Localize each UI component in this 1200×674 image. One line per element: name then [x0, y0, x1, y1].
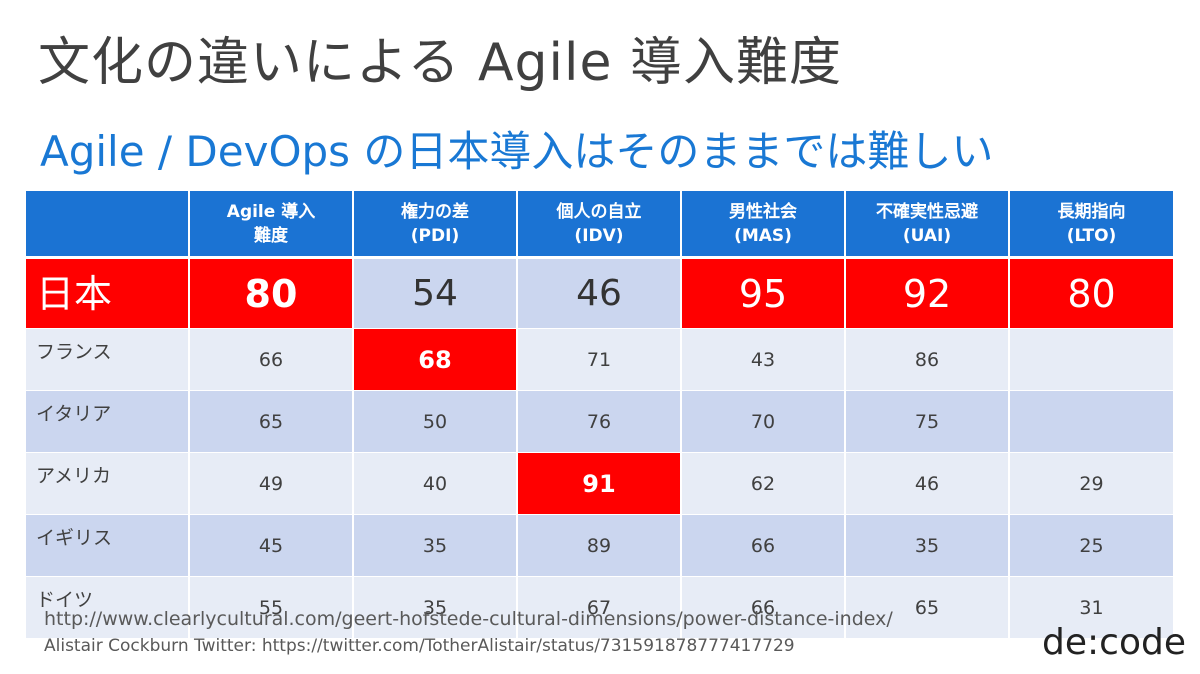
value-cell: 91: [517, 452, 682, 515]
value-cell: 46: [517, 257, 682, 329]
header-idv: 個人の自立 (IDV): [517, 191, 682, 259]
country-cell: アメリカ: [26, 452, 190, 515]
country-cell: イギリス: [26, 514, 190, 577]
header-mas: 男性社会 (MAS): [681, 191, 846, 259]
brand-logo: de:code: [1042, 622, 1186, 663]
value-cell: 80: [189, 257, 354, 329]
table-row-germany: ドイツ 55 35 67 66 65 31: [26, 576, 1173, 639]
value-cell: 89: [517, 514, 682, 577]
value-cell: 66: [681, 514, 846, 577]
value-cell: 76: [517, 390, 682, 453]
header-pdi: 権力の差 (PDI): [353, 191, 518, 259]
source-url[interactable]: http://www.clearlycultural.com/geert-hof…: [44, 608, 893, 630]
country-cell: イタリア: [26, 390, 190, 453]
value-cell: 71: [517, 328, 682, 391]
value-cell: 65: [845, 576, 1010, 639]
value-cell: 40: [353, 452, 518, 515]
value-cell: 54: [353, 257, 518, 329]
value-cell: 80: [1009, 257, 1173, 329]
value-cell: 25: [1009, 514, 1173, 577]
value-cell: 49: [189, 452, 354, 515]
value-cell: 62: [681, 452, 846, 515]
value-cell: 65: [189, 390, 354, 453]
table-row-uk: イギリス 45 35 89 66 35 25: [26, 514, 1173, 577]
value-cell: 68: [353, 328, 518, 391]
country-cell: 日本: [26, 257, 190, 329]
country-cell: ドイツ: [26, 576, 190, 639]
value-cell: 70: [681, 390, 846, 453]
header-uai: 不確実性忌避 (UAI): [845, 191, 1010, 259]
value-cell: 35: [353, 576, 518, 639]
value-cell: 75: [845, 390, 1010, 453]
value-cell: [1009, 390, 1173, 453]
value-cell: 35: [353, 514, 518, 577]
table-row-italy: イタリア 65 50 76 70 75: [26, 390, 1173, 453]
table-row-france: フランス 66 68 71 43 86: [26, 328, 1173, 391]
value-cell: 50: [353, 390, 518, 453]
value-cell: 92: [845, 257, 1010, 329]
value-cell: 66: [681, 576, 846, 639]
country-cell: フランス: [26, 328, 190, 391]
value-cell: 95: [681, 257, 846, 329]
value-cell: 86: [845, 328, 1010, 391]
header-row: Agile 導入 難度 権力の差 (PDI) 個人の自立 (IDV) 男性社会 (MAS…: [26, 191, 1173, 259]
slide-title: 文化の違いによる Agile 導入難度: [38, 33, 842, 93]
header-agile: Agile 導入 難度: [189, 191, 354, 259]
value-cell: 46: [845, 452, 1010, 515]
culture-table: Agile 導入 難度 権力の差 (PDI) 個人の自立 (IDV) 男性社会 (MAS…: [26, 191, 1173, 639]
value-cell: [1009, 328, 1173, 391]
value-cell: 67: [517, 576, 682, 639]
value-cell: 35: [845, 514, 1010, 577]
header-blank: [26, 191, 190, 259]
value-cell: 66: [189, 328, 354, 391]
header-lto: 長期指向 (LTO): [1009, 191, 1173, 259]
value-cell: 45: [189, 514, 354, 577]
twitter-credit[interactable]: Alistair Cockburn Twitter: https://twitt…: [44, 636, 795, 656]
value-cell: 29: [1009, 452, 1173, 515]
table-row-japan: 日本 80 54 46 95 92 80: [26, 257, 1173, 329]
table-row-usa: アメリカ 49 40 91 62 46 29: [26, 452, 1173, 515]
value-cell: 31: [1009, 576, 1173, 639]
slide-subtitle: Agile / DevOps の日本導入はそのままでは難しい: [40, 127, 994, 176]
value-cell: 43: [681, 328, 846, 391]
value-cell: 55: [189, 576, 354, 639]
